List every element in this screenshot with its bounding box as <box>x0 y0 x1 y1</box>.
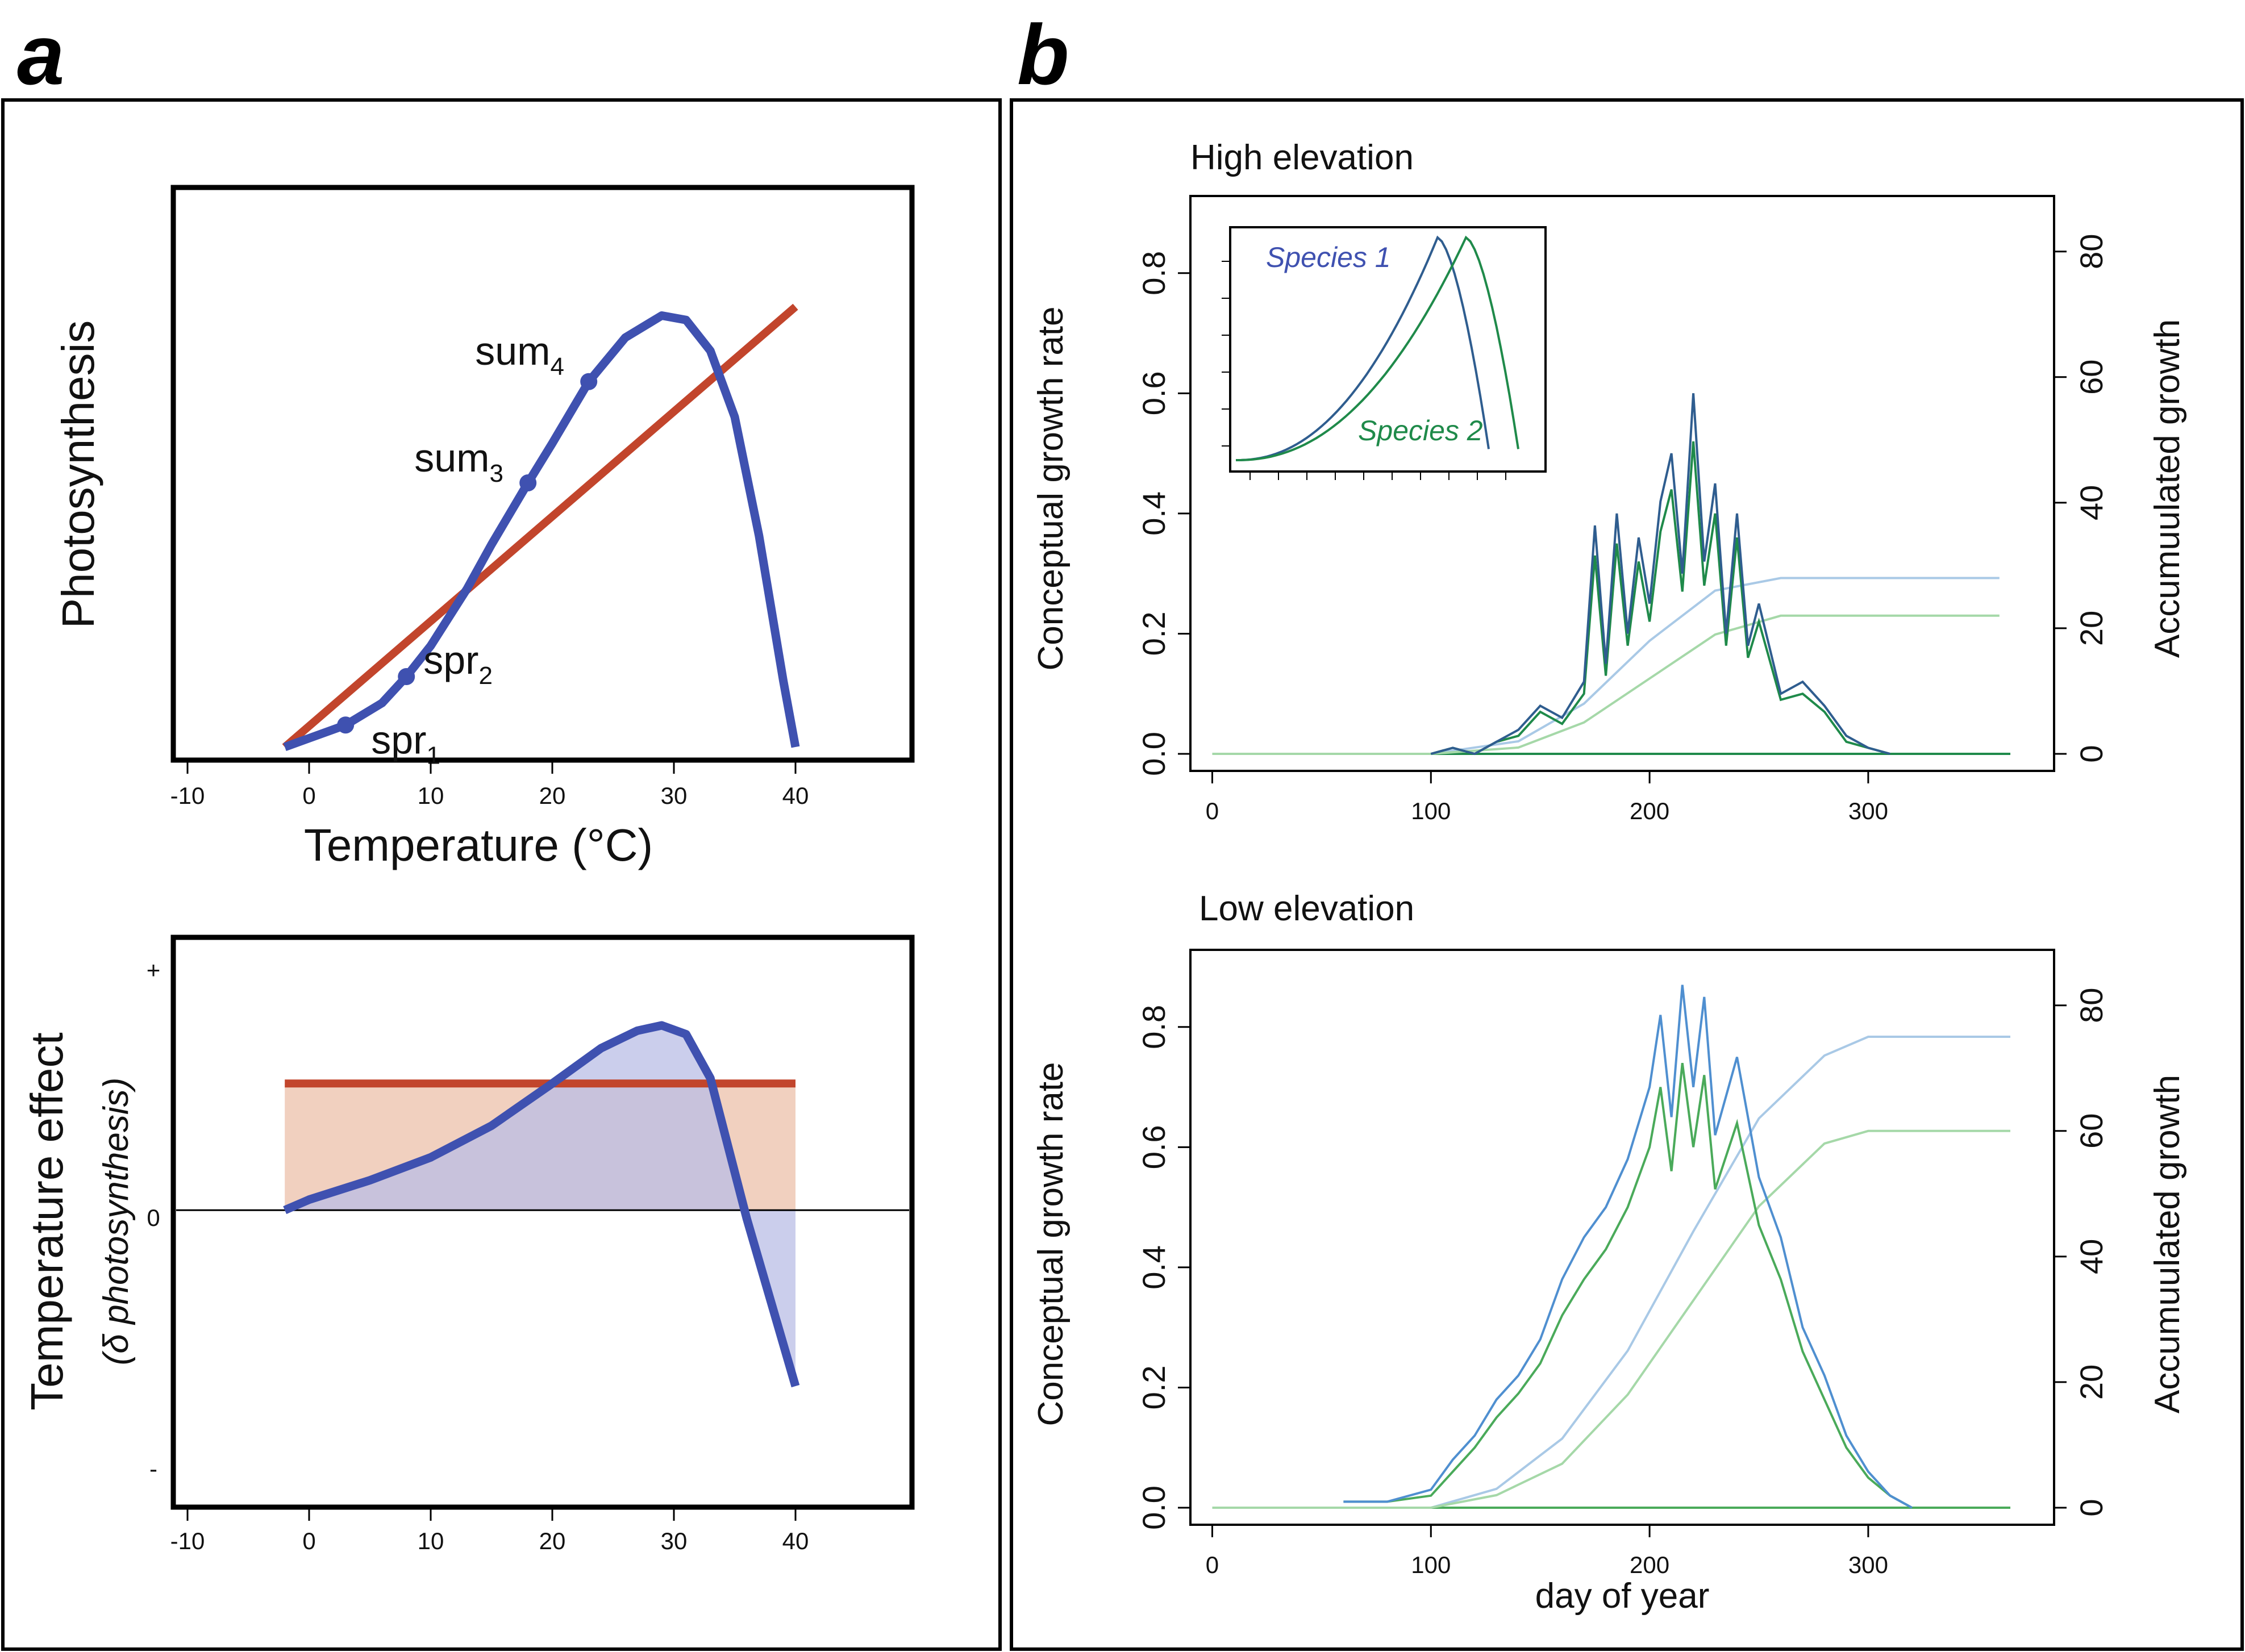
b-top-ylabel-right: Accumuulated growth <box>2148 319 2187 658</box>
b-top-ytick-label: 0.2 <box>1136 612 1172 656</box>
panel-b-frame <box>1010 98 2244 1651</box>
a-bottom-xtick-label: 0 <box>302 1528 315 1554</box>
a-bottom-plot-frame <box>170 935 915 1510</box>
b-top-ytick-right-label: 20 <box>2073 611 2109 646</box>
b-top-rate-line-1 <box>1430 393 1890 756</box>
b-top-ytick-label: 0.4 <box>1136 491 1172 536</box>
b-top-rate-line-2 <box>1430 441 1890 756</box>
b-top-inset: Species 1 Species 2 <box>1222 226 1547 480</box>
thermal-performance-curve <box>283 311 800 752</box>
a-bottom-ytick-minus: - <box>149 1455 157 1482</box>
panel-a-frame <box>1 98 1002 1651</box>
a-bottom-xtick-label: -10 <box>170 1528 205 1554</box>
curve-effect-line <box>283 1021 800 1388</box>
b-bottom-ytick-label: 0.4 <box>1136 1245 1172 1290</box>
b-top-plot-frame <box>1189 195 2055 772</box>
b-bottom-ytick-right-label: 40 <box>2073 1239 2109 1274</box>
inset-frame <box>1229 226 1547 473</box>
b-bottom-ytick-label: 0.2 <box>1136 1366 1172 1410</box>
point-label-spr1: spr1 <box>371 717 440 769</box>
point-label-sum3: sum3 <box>414 436 503 487</box>
point-spr2 <box>398 668 415 685</box>
b-bottom-accum-line-1 <box>1212 1036 2010 1509</box>
b-bottom-xtick-label: 100 <box>1411 1551 1451 1578</box>
a-bottom-ylabel: Temperature effect <box>22 1032 72 1411</box>
b-top-ytick-right-label: 80 <box>2073 234 2109 269</box>
a-top-xtick-label: 10 <box>418 782 444 809</box>
b-top-title: High elevation <box>1190 138 1414 177</box>
b-bottom-ylabel-right: Accumuulated growth <box>2148 1075 2187 1413</box>
b-bottom-plot-frame <box>1189 949 2055 1526</box>
b-top-ytick-right-label: 60 <box>2073 360 2109 395</box>
b-top-xtick-label: 0 <box>1206 798 1219 824</box>
a-top-xtick-label: 40 <box>782 782 809 809</box>
inset-species2-curve <box>1235 235 1519 461</box>
a-bottom-xtick-label: 10 <box>418 1528 444 1554</box>
b-bottom-xlabel: day of year <box>1535 1576 1710 1616</box>
a-bottom-xtick-label: 40 <box>782 1528 809 1554</box>
b-bottom-ytick-right-label: 60 <box>2073 1113 2109 1149</box>
b-top-ytick-right-label: 0 <box>2073 745 2109 762</box>
b-top-xtick-label: 200 <box>1630 798 1669 824</box>
b-bottom-ytick-right-label: 20 <box>2073 1365 2109 1400</box>
b-bottom-ytick-right-label: 0 <box>2073 1499 2109 1516</box>
point-label-sum4: sum4 <box>475 329 564 381</box>
b-bottom-xtick-label: 300 <box>1848 1551 1888 1578</box>
b-bottom-ytick-right-label: 80 <box>2073 988 2109 1023</box>
inset-species1-label: Species 1 <box>1266 241 1391 273</box>
b-top-ylabel: Conceptual growth rate <box>1031 306 1071 670</box>
point-sum3 <box>519 474 537 491</box>
b-top-ytick-label: 0.8 <box>1136 251 1172 295</box>
b-top-ytick-label: 0.6 <box>1136 371 1172 415</box>
a-top-xtick-label: 0 <box>302 782 315 809</box>
a-top-plot-frame <box>170 185 915 763</box>
b-top-ytick-label: 0.0 <box>1136 732 1172 776</box>
a-top-xlabel: Temperature (°C) <box>304 820 653 870</box>
b-bottom-xtick-label: 200 <box>1630 1551 1669 1578</box>
b-bottom-chart: Low elevation 0 100 200 300 0.0 0.2 0.4 0.6 0.8 0… <box>1031 889 2187 1616</box>
a-top-xtick-label: 30 <box>661 782 688 809</box>
a-bottom-ytick-zero: 0 <box>147 1204 160 1231</box>
point-label-spr2: spr2 <box>423 638 493 690</box>
b-bottom-ytick-label: 0.8 <box>1136 1005 1172 1049</box>
b-top-accum-line-2 <box>1212 614 2000 755</box>
linear-response-line <box>282 303 798 750</box>
a-bottom-xtick-label: 20 <box>539 1528 566 1554</box>
panel-b-letter: b <box>1017 7 1069 102</box>
point-spr1 <box>337 716 355 734</box>
a-top-ylabel: Photosynthesis <box>53 320 103 629</box>
b-bottom-ytick-label: 0.6 <box>1136 1125 1172 1169</box>
b-bottom-xtick-label: 0 <box>1206 1551 1219 1578</box>
panel-a-letter: a <box>17 7 64 102</box>
a-bottom-ytick-plus: + <box>147 957 161 983</box>
a-top-xtick-label: -10 <box>170 782 205 809</box>
b-bottom-ylabel: Conceptual growth rate <box>1031 1062 1071 1426</box>
a-bottom-ylabel2: (δ photosynthesis) <box>97 1078 136 1366</box>
b-top-chart: High elevation 0 100 200 3000.00.20.40.60.8… <box>1031 138 2187 824</box>
b-top-xtick-label: 100 <box>1411 798 1451 824</box>
b-bottom-title: Low elevation <box>1199 889 1414 928</box>
a-top-chart: spr1 spr2 sum3 sum4 -10 0 10 20 30 40 Temperatur… <box>53 185 915 870</box>
inset-species2-label: Species 2 <box>1358 415 1483 447</box>
curve-effect-area <box>285 1025 795 1386</box>
a-top-xtick-label: 20 <box>539 782 566 809</box>
b-bottom-accum-line-2 <box>1212 1129 2010 1509</box>
b-top-xtick-label: 300 <box>1848 798 1888 824</box>
b-top-ytick-right-label: 40 <box>2073 485 2109 520</box>
b-bottom-ytick-label: 0.0 <box>1136 1486 1172 1530</box>
b-bottom-rate-line-2 <box>1343 1062 1913 1509</box>
b-bottom-rate-line-1 <box>1343 984 1913 1509</box>
a-bottom-chart: -10 0 10 20 30 40 Temperature effect (δ photo… <box>22 935 915 1554</box>
point-sum4 <box>580 373 598 390</box>
a-bottom-xtick-label: 30 <box>661 1528 688 1554</box>
